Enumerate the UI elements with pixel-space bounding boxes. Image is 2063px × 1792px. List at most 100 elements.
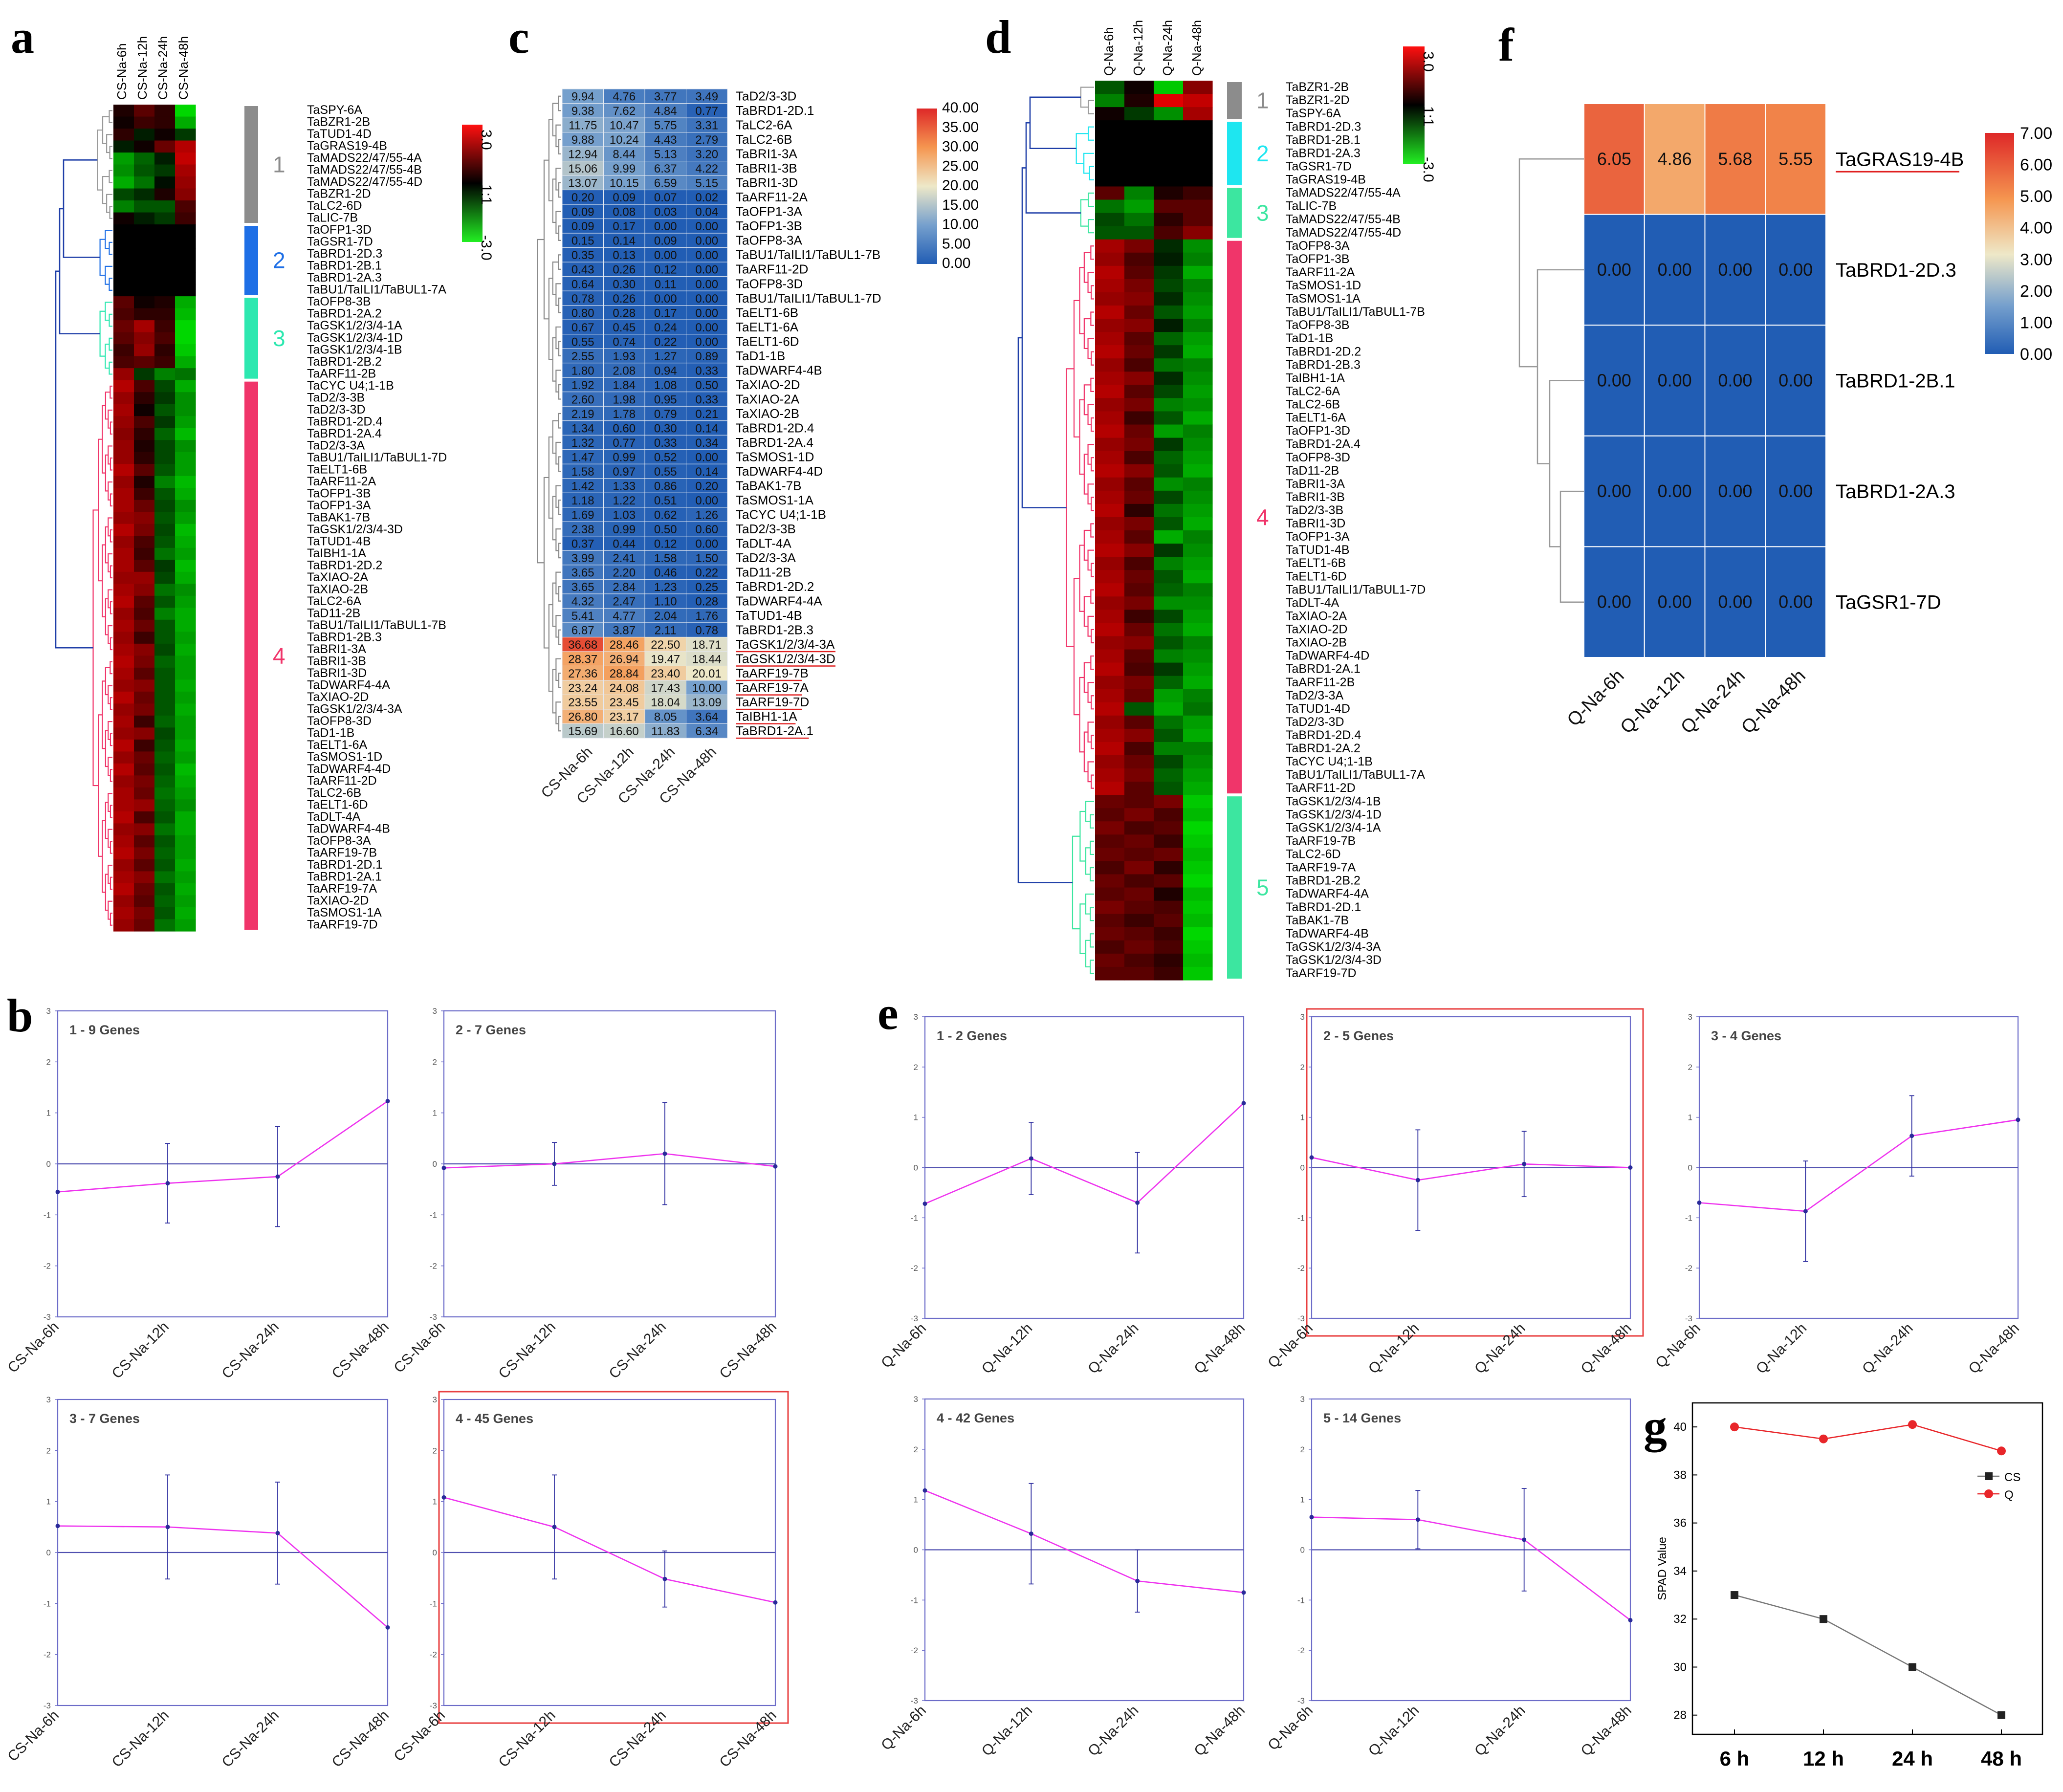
heat-cell [154,524,176,536]
cell-value: 3.99 [571,552,594,565]
heat-cell [644,290,686,306]
heat-cell [154,667,176,680]
heat-cell [113,296,134,309]
heat-cell [1124,861,1154,875]
cell-value: 11.83 [651,725,680,738]
heat-cell [175,512,196,524]
gene-label: TaBRD1-2A.3 [307,271,382,284]
heat-cell [175,356,196,369]
y-tick-label: -3 [44,1701,51,1710]
heat-cell [1124,544,1154,557]
column-label: Q-Na-12h [1131,20,1145,76]
heat-cell [1183,544,1213,557]
heat-cell [1124,306,1154,319]
heat-cell [603,363,645,378]
gene-label: TaOFP8-3D [736,276,803,291]
legend-tick: 6.00 [2020,156,2052,175]
y-tick-label: -3 [911,1314,918,1323]
cell-value: 0.00 [695,278,718,291]
heat-cell [113,440,134,453]
heat-cell [1154,649,1184,663]
gene-label: TaBRD1-2A.1 [307,870,382,884]
data-point [552,1525,557,1530]
cell-value: 0.44 [613,537,636,550]
heat-cell [603,190,645,205]
heat-cell [1124,808,1154,822]
gene-label: TaBRD1-2D.3 [1286,120,1361,133]
data-point [385,1625,390,1630]
gene-label: TaD2/3-3A [736,550,796,565]
cell-value: 5.68 [1718,149,1752,169]
heat-cell [154,619,176,632]
series-line [1734,1423,2002,1452]
heat-cell [1154,265,1184,280]
heat-cell [1124,411,1154,425]
heat-cell [562,132,604,147]
heat-cell [1124,133,1154,147]
heat-cell [1765,325,1826,437]
dendrogram-branch [1091,351,1094,366]
heat-cell [1124,583,1154,597]
heat-cell [1124,649,1154,663]
cell-value: 0.00 [695,263,718,277]
heat-cell [1154,861,1184,875]
heat-cell [1095,649,1125,663]
heat-cell [1124,239,1154,253]
heat-cell [1704,546,1766,658]
heat-cell [1124,464,1154,478]
heat-cell [134,176,155,189]
heat-cell [175,619,196,632]
heat-cell [134,547,155,560]
gene-label: TaTUD1-4D [1286,702,1350,716]
heat-cell [1154,596,1184,610]
gene-label: TaTUD1-4B [736,608,802,623]
gene-label: TaARF11-2D [307,774,377,788]
gene-label: TaBRD1-2A.3 [1286,146,1361,160]
gene-label: TaARF19-7D [736,695,809,709]
cell-value: 0.00 [1778,592,1813,612]
data-point [165,1181,170,1186]
heat-cell [644,478,686,493]
data-point [1731,1591,1738,1599]
y-tick-label: 1 [46,1497,51,1507]
cell-value: 0.78 [695,624,718,637]
heat-cell [113,907,134,920]
gene-label: TaBRD1-2D.2 [1286,345,1361,358]
heat-cell [1183,120,1213,134]
heat-cell [644,521,686,537]
heat-cell [1183,265,1213,280]
heat-cell [644,680,686,695]
cell-value: 0.00 [1718,260,1752,280]
heat-cell [154,464,176,477]
heat-cell [113,356,134,369]
heat-cell [1095,424,1125,438]
heat-cell [113,715,134,728]
heat-cell [154,536,176,548]
gene-label: TaLIC-7B [1286,199,1337,213]
highlight-frame [438,1391,789,1724]
gene-label: TaGRAS19-4B [307,139,387,153]
heat-cell [175,643,196,656]
y-tick-label: 36 [1673,1517,1687,1530]
y-tick-label: 28 [1673,1709,1687,1722]
heat-cell [1095,133,1125,147]
cell-value: 18.71 [692,638,722,652]
cell-value: 23.24 [568,682,597,695]
cell-value: 2.47 [613,595,636,608]
heat-cell [1124,715,1154,729]
heat-cell [1124,279,1154,293]
heat-cell [1095,861,1125,875]
cell-value: 0.94 [654,364,677,377]
heat-cell [686,492,728,508]
heat-cell [1124,345,1154,359]
cell-value: 9.88 [571,133,594,147]
y-tick-label: 1 [1688,1113,1692,1122]
y-tick-label: -1 [1685,1213,1692,1223]
heat-cell [113,272,134,285]
cell-value: 0.04 [695,206,718,219]
heat-cell [644,262,686,277]
heat-cell [1095,213,1125,227]
heat-cell [1095,676,1125,690]
heat-cell [134,488,155,501]
gene-label: TaD2/3-3B [307,391,365,404]
